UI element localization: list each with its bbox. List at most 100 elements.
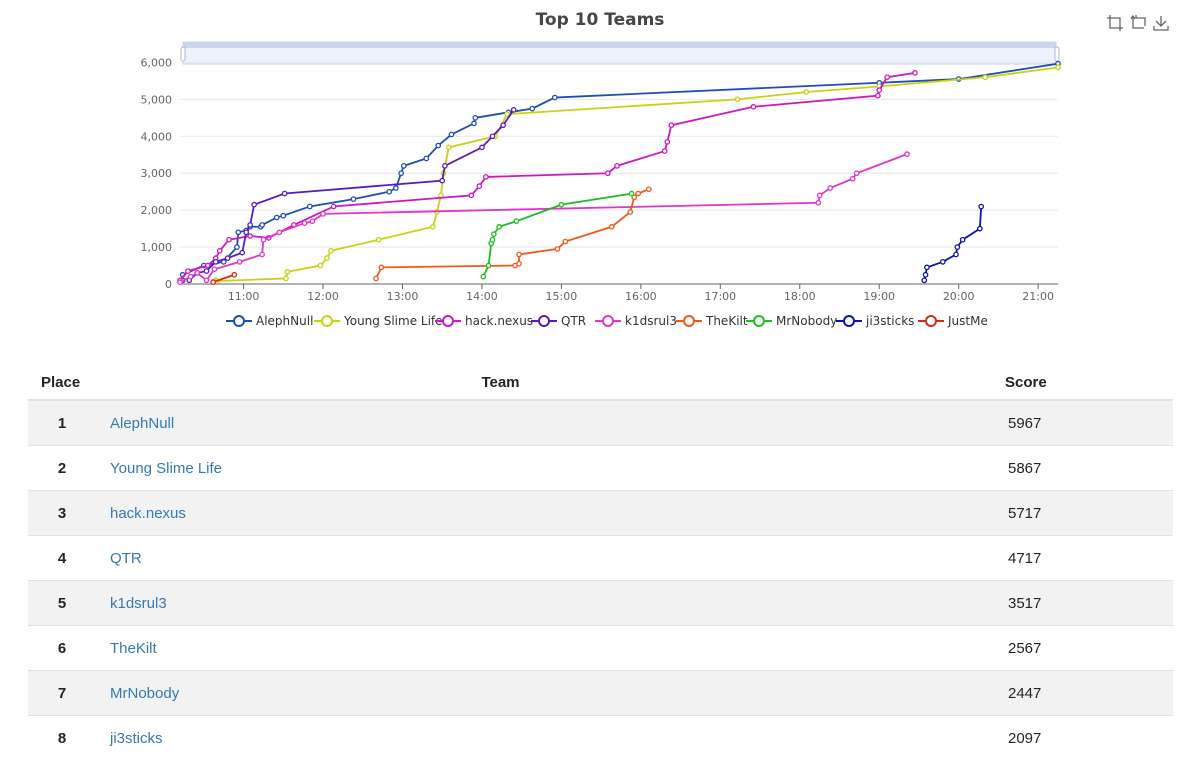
y-tick-label: 2,000 — [141, 204, 173, 217]
data-point — [610, 225, 614, 229]
data-point — [195, 271, 199, 275]
data-point — [480, 145, 484, 149]
x-tick-label: 15:00 — [546, 290, 578, 303]
data-point — [232, 273, 236, 277]
data-point — [424, 156, 428, 160]
legend-label: AlephNull — [256, 314, 313, 328]
row-place: 8 — [28, 716, 96, 760]
data-point — [1056, 65, 1060, 69]
data-point — [606, 171, 610, 175]
row-score: 3517 — [905, 581, 1173, 626]
x-tick-label: 20:00 — [943, 290, 975, 303]
chart-title: Top 10 Teams — [0, 10, 1200, 30]
team-link[interactable]: Young Slime Life — [110, 460, 222, 477]
y-tick-label: 1,000 — [141, 241, 173, 254]
team-link[interactable]: TheKilt — [110, 640, 157, 657]
header-place: Place — [28, 365, 96, 400]
table-row: 8 ji3sticks 2097 — [28, 716, 1173, 760]
legend-marker-icon — [531, 314, 557, 328]
data-point — [252, 202, 256, 206]
data-point — [302, 221, 306, 225]
legend-item[interactable]: MrNobody — [746, 310, 837, 332]
data-point — [399, 171, 403, 175]
legend-marker-icon — [918, 314, 944, 328]
data-point — [214, 260, 218, 264]
legend-marker-icon — [595, 314, 621, 328]
series-line — [183, 64, 1058, 281]
data-point — [260, 223, 264, 227]
data-point — [955, 245, 959, 249]
data-point — [235, 245, 239, 249]
data-point — [204, 269, 208, 273]
y-tick-label: 5,000 — [141, 93, 173, 106]
data-point — [512, 108, 516, 112]
data-point — [905, 152, 909, 156]
data-point — [376, 237, 380, 241]
zoom-handle-right — [1055, 47, 1059, 61]
data-point — [553, 95, 557, 99]
row-place: 5 — [28, 581, 96, 626]
table-row: 2 Young Slime Life 5867 — [28, 446, 1173, 491]
data-point — [329, 249, 333, 253]
data-point — [394, 186, 398, 190]
legend-label: ji3sticks — [866, 314, 914, 328]
legend-item[interactable]: k1dsrul3 — [595, 310, 677, 332]
legend-item[interactable]: QTR — [531, 310, 586, 332]
x-tick-label: 21:00 — [1022, 290, 1054, 303]
data-point — [922, 278, 926, 282]
team-link[interactable]: QTR — [110, 550, 142, 567]
scoreboard-table: Place Team Score 1 AlephNull 5967 2 Youn… — [28, 365, 1173, 760]
data-point — [236, 230, 240, 234]
legend-label: TheKilt — [706, 314, 748, 328]
x-tick-label: 12:00 — [307, 290, 339, 303]
team-link[interactable]: k1dsrul3 — [110, 595, 167, 612]
data-point — [517, 252, 521, 256]
legend-item[interactable]: JustMe — [918, 310, 988, 332]
x-tick-label: 17:00 — [704, 290, 736, 303]
download-icon[interactable] — [1152, 14, 1170, 32]
table-row: 4 QTR 4717 — [28, 536, 1173, 581]
data-point — [501, 123, 505, 127]
data-point — [308, 204, 312, 208]
legend-item[interactable]: hack.nexus — [435, 310, 533, 332]
data-point — [481, 274, 485, 278]
row-score: 5867 — [905, 446, 1173, 491]
legend-item[interactable]: TheKilt — [676, 310, 748, 332]
data-point — [186, 269, 190, 273]
zoom-reset-icon[interactable] — [1129, 14, 1147, 32]
row-place: 3 — [28, 491, 96, 536]
data-point — [321, 212, 325, 216]
row-score: 4717 — [905, 536, 1173, 581]
data-point — [817, 193, 821, 197]
legend-marker-icon — [676, 314, 702, 328]
legend-marker-icon — [226, 314, 252, 328]
legend-marker-icon — [836, 314, 862, 328]
data-point — [735, 97, 739, 101]
legend-label: Young Slime Life — [344, 314, 443, 328]
data-point — [828, 186, 832, 190]
data-point — [351, 197, 355, 201]
row-place: 1 — [28, 400, 96, 446]
team-link[interactable]: ji3sticks — [110, 730, 163, 747]
row-place: 2 — [28, 446, 96, 491]
row-place: 6 — [28, 626, 96, 671]
y-tick-label: 6,000 — [141, 56, 173, 69]
team-link[interactable]: hack.nexus — [110, 505, 186, 522]
data-point — [374, 276, 378, 280]
data-point — [563, 239, 567, 243]
data-point — [913, 71, 917, 75]
legend-marker-icon — [746, 314, 772, 328]
zoom-slider-bar — [183, 42, 1056, 48]
team-link[interactable]: MrNobody — [110, 685, 179, 702]
legend-item[interactable]: Young Slime Life — [314, 310, 443, 332]
data-point — [284, 276, 288, 280]
data-point — [816, 201, 820, 205]
data-point — [876, 93, 880, 97]
data-point — [227, 237, 231, 241]
data-point — [851, 177, 855, 181]
zoom-select-icon[interactable] — [1106, 14, 1124, 32]
legend-item[interactable]: AlephNull — [226, 310, 313, 332]
team-link[interactable]: AlephNull — [110, 415, 174, 432]
legend-item[interactable]: ji3sticks — [836, 310, 914, 332]
